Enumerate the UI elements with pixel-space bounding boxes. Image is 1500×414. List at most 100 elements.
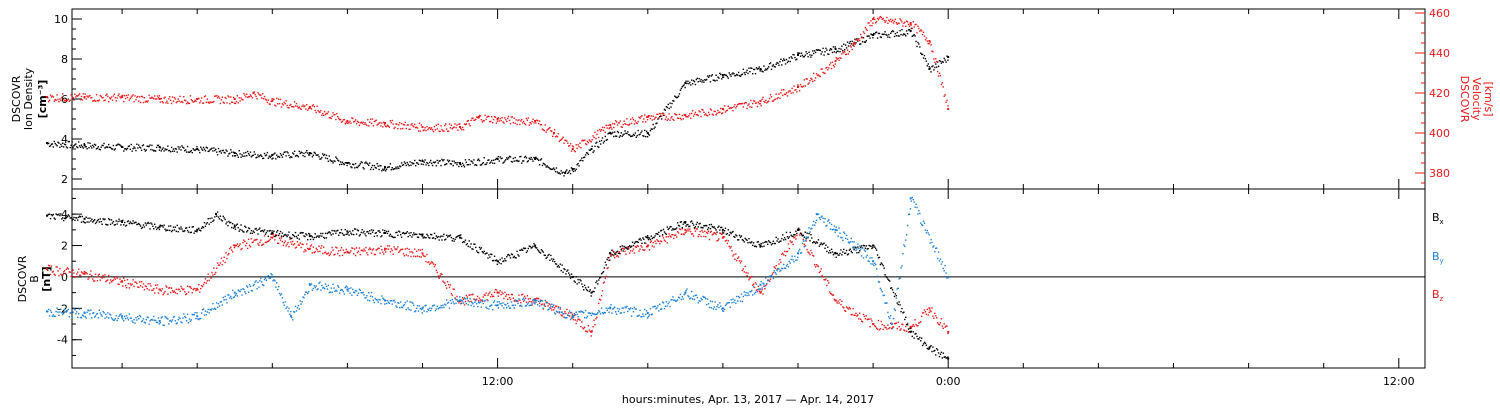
bz-dot — [200, 288, 201, 289]
by-dot — [60, 309, 61, 310]
ion-density-point — [797, 54, 799, 56]
bz-dot — [214, 274, 215, 275]
ion-density-dot — [435, 161, 436, 162]
velocity-dot — [190, 95, 191, 96]
velocity-dot — [847, 49, 848, 50]
bx-dot — [474, 244, 475, 245]
velocity-dot — [728, 106, 729, 107]
ion-density-dot — [204, 148, 205, 149]
ion-density-dot — [714, 80, 715, 81]
velocity-dot — [870, 20, 871, 21]
velocity-dot — [158, 97, 159, 98]
ion-density-dot — [468, 159, 469, 160]
velocity-dot — [501, 117, 502, 118]
by-dot — [571, 312, 572, 313]
ion-density-dot — [773, 64, 774, 65]
velocity-dot — [579, 143, 580, 144]
bz-dot — [355, 255, 356, 256]
bx-dot — [408, 232, 409, 233]
bx-dot — [208, 223, 209, 224]
by-dot — [627, 311, 628, 312]
by-dot — [696, 295, 697, 296]
velocity-dot — [610, 126, 611, 127]
bx-dot — [468, 246, 469, 247]
bx-dot — [782, 234, 783, 235]
by-dot — [260, 278, 261, 279]
by-dot — [535, 302, 536, 303]
velocity-dot — [314, 106, 315, 107]
by-dot — [792, 259, 793, 260]
ion-density-dot — [779, 61, 780, 62]
bz-dot — [319, 251, 320, 252]
bz-dot — [194, 288, 195, 289]
ion-density-dot — [229, 153, 230, 154]
velocity-axis-label-line1: DSCOVR — [1458, 76, 1471, 123]
by-dot — [431, 308, 432, 309]
bx-dot — [310, 239, 311, 240]
by-dot — [381, 295, 382, 296]
ion-density-dot — [241, 154, 242, 155]
bx-dot — [450, 234, 451, 235]
by-dot — [446, 299, 447, 300]
bx-dot — [650, 239, 651, 240]
velocity-dot — [521, 119, 522, 120]
ion-density-dot — [805, 54, 806, 55]
velocity-dot — [731, 107, 732, 108]
velocity-dot — [304, 105, 305, 106]
velocity-dot — [505, 119, 506, 120]
ion-density-dot — [172, 151, 173, 152]
bx-dot — [937, 349, 938, 350]
bz-dot — [530, 301, 531, 302]
bz-dot — [104, 274, 105, 275]
ion-density-dot — [566, 169, 567, 170]
by-dot — [498, 307, 499, 308]
bz-dot — [649, 249, 650, 250]
velocity-dot — [698, 115, 699, 116]
ion-density-dot — [812, 50, 813, 51]
ion-density-dot — [50, 145, 51, 146]
velocity-dot — [661, 115, 662, 116]
velocity-dot — [658, 118, 659, 119]
by-dot — [740, 300, 741, 301]
bz-dot — [579, 319, 580, 320]
velocity-dot — [893, 22, 894, 23]
velocity-dot — [130, 98, 131, 99]
by-dot — [58, 315, 59, 316]
bz-dot — [849, 307, 850, 308]
bz-dot — [418, 249, 419, 250]
bz-dot — [247, 248, 248, 249]
ion-density-dot — [394, 168, 395, 169]
ion-density-dot — [740, 76, 741, 77]
ion-density-dot — [768, 66, 769, 67]
by-dot — [819, 217, 820, 218]
velocity-dot — [138, 100, 139, 101]
velocity-dot — [561, 138, 562, 139]
by-dot — [283, 302, 284, 303]
ion-density-dot — [744, 72, 745, 73]
velocity-dot — [225, 98, 226, 99]
velocity-dot — [669, 120, 670, 121]
bx-dot — [577, 279, 578, 280]
by-dot — [72, 312, 73, 313]
velocity-dot — [607, 125, 608, 126]
bz-dot — [855, 313, 856, 314]
bx-dot — [271, 230, 272, 231]
velocity-dot — [924, 35, 925, 36]
bx-dot — [50, 218, 51, 219]
bx-dot — [499, 262, 500, 263]
bz-dot — [829, 291, 830, 292]
ion-density-dot — [668, 104, 669, 105]
bz-dot — [251, 238, 252, 239]
bz-point — [384, 248, 386, 250]
ion-density-point — [384, 166, 386, 168]
by-dot — [476, 303, 477, 304]
ion-density-dot — [48, 143, 49, 144]
bx-dot — [285, 235, 286, 236]
bx-dot — [696, 224, 697, 225]
by-dot — [467, 298, 468, 299]
velocity-dot — [205, 95, 206, 96]
by-dot — [713, 308, 714, 309]
velocity-dot — [418, 130, 419, 131]
bz-dot — [715, 234, 716, 235]
ion-density-dot — [237, 154, 238, 155]
